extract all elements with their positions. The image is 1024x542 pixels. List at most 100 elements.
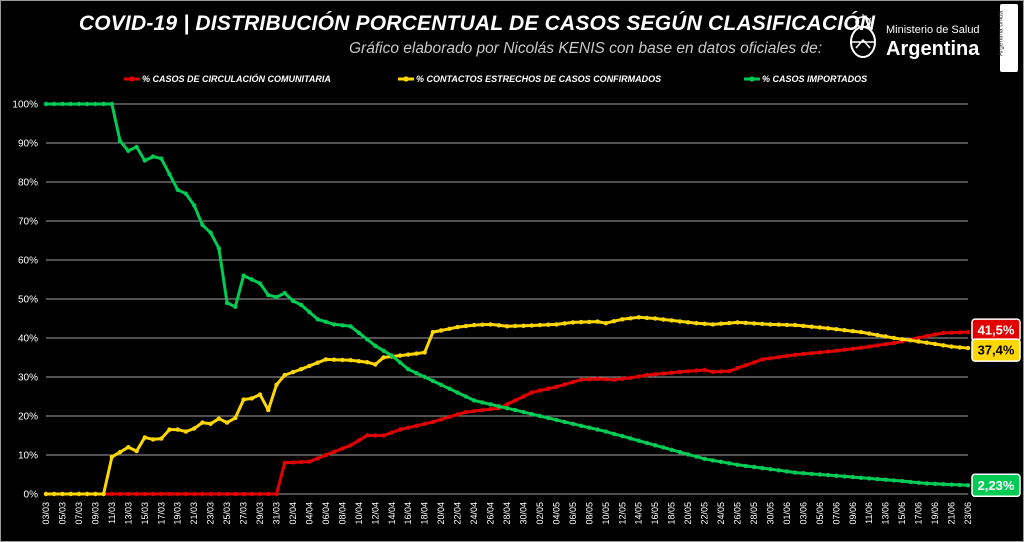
data-point <box>150 437 156 442</box>
data-point <box>661 317 666 322</box>
data-point <box>776 322 781 327</box>
data-point <box>529 390 534 395</box>
data-point <box>224 300 230 306</box>
data-point <box>307 363 312 369</box>
data-point <box>463 409 468 415</box>
x-tick-label: 15/06 <box>897 502 907 525</box>
data-point <box>471 408 477 414</box>
data-point <box>463 394 468 399</box>
data-point <box>776 468 781 473</box>
data-point <box>348 324 353 329</box>
data-point <box>751 464 757 470</box>
x-tick-label: 16/05 <box>650 502 660 525</box>
data-point <box>257 281 263 286</box>
data-point <box>875 343 880 348</box>
data-point <box>364 360 370 365</box>
x-tick-label: 03/03 <box>41 502 51 525</box>
data-point <box>224 491 230 497</box>
data-point <box>249 396 254 401</box>
data-point <box>85 491 90 497</box>
data-point <box>949 344 954 349</box>
data-point <box>941 330 946 336</box>
x-tick-label: 23/06 <box>963 502 973 525</box>
data-point <box>290 460 296 465</box>
data-point <box>694 368 699 373</box>
data-point <box>677 369 683 375</box>
x-tick-label: 20/04 <box>436 502 446 525</box>
data-point <box>373 433 378 438</box>
data-point <box>735 462 740 467</box>
data-point <box>611 377 617 382</box>
data-point <box>883 334 888 339</box>
data-point <box>718 321 724 326</box>
data-point <box>620 433 625 439</box>
data-point <box>817 325 822 330</box>
x-tick-label: 19/06 <box>930 502 940 525</box>
data-point <box>891 340 897 346</box>
data-point <box>908 479 913 485</box>
coat-of-arms-icon <box>850 14 876 58</box>
data-point <box>916 339 921 344</box>
data-point <box>768 467 773 472</box>
data-point <box>381 348 386 353</box>
data-point <box>702 456 707 462</box>
data-point <box>760 357 765 362</box>
legend-marker <box>749 76 755 82</box>
data-point <box>257 491 263 497</box>
data-point <box>488 402 493 407</box>
data-point <box>299 302 304 308</box>
data-point <box>784 469 790 474</box>
data-point <box>348 443 353 448</box>
data-point <box>620 317 625 322</box>
data-point <box>669 318 674 323</box>
data-point <box>644 372 650 378</box>
data-point <box>743 463 748 469</box>
data-point <box>784 353 790 359</box>
data-point <box>817 472 822 477</box>
data-point <box>842 347 847 352</box>
x-tick-label: 08/05 <box>584 502 594 525</box>
data-point <box>603 429 608 434</box>
x-tick-label: 03/06 <box>798 502 808 525</box>
x-tick-label: 20/05 <box>683 502 693 525</box>
data-point <box>208 421 213 426</box>
data-point <box>216 491 222 497</box>
x-tick-label: 07/06 <box>831 502 841 525</box>
data-point <box>685 452 691 457</box>
data-point <box>677 319 683 324</box>
x-tick-label: 25/03 <box>222 502 232 525</box>
x-tick-label: 06/05 <box>568 502 578 525</box>
data-point <box>422 421 427 426</box>
x-tick-label: 04/05 <box>551 502 561 525</box>
end-value-badge <box>971 473 1021 498</box>
data-point <box>801 323 806 329</box>
x-tick-label: 23/03 <box>206 502 216 525</box>
data-point <box>126 148 131 153</box>
data-point <box>875 332 880 338</box>
data-point <box>570 421 576 426</box>
data-point <box>578 319 584 325</box>
data-point <box>85 101 90 107</box>
data-point <box>175 187 180 192</box>
data-point <box>142 491 147 497</box>
data-point <box>299 459 304 465</box>
data-point <box>175 427 180 432</box>
x-tick-label: 13/06 <box>881 502 891 525</box>
argentina-unida-tag: Argentina unida <box>997 4 1018 72</box>
data-point <box>208 230 213 235</box>
legend-label: % CONTACTOS ESTRECHOS DE CASOS CONFIRMAD… <box>416 74 661 84</box>
data-point <box>521 323 526 328</box>
data-point <box>792 322 798 328</box>
data-point <box>653 316 658 321</box>
data-point <box>949 330 954 335</box>
ministry-logo: Ministerio de Salud Argentina <box>846 12 996 68</box>
data-point <box>414 351 419 356</box>
data-point <box>570 379 576 385</box>
data-point <box>792 470 798 475</box>
legend-marker <box>129 76 135 82</box>
data-point <box>430 419 436 425</box>
data-point <box>68 491 73 497</box>
data-point <box>241 491 246 497</box>
data-point <box>570 320 576 325</box>
data-point <box>430 329 436 335</box>
